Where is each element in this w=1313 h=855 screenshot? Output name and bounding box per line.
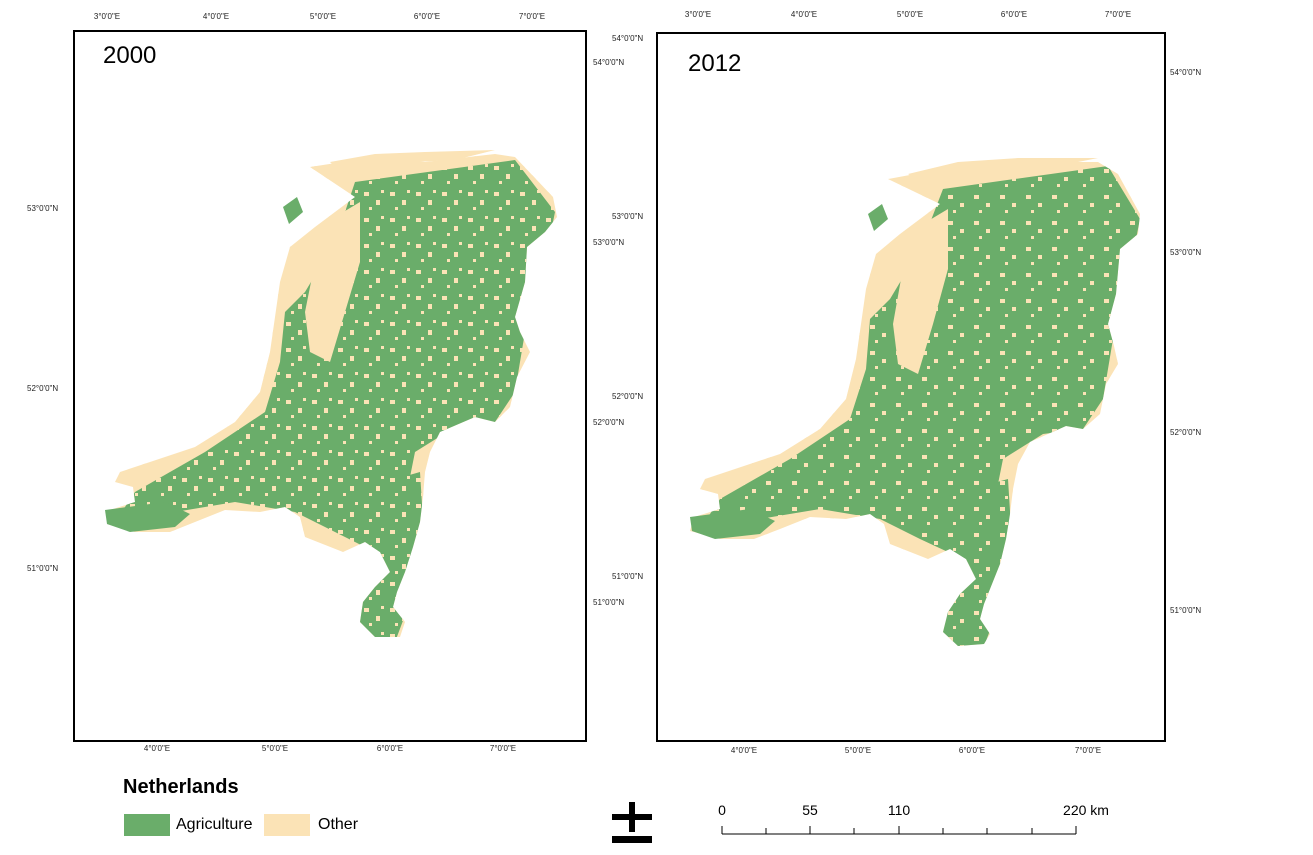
map-year-label: 2000 bbox=[103, 42, 157, 69]
bottom-tick-label: 5°0'0"E bbox=[844, 746, 872, 755]
top-tick-label: 4°0'0"E bbox=[202, 12, 230, 21]
right-tick-label: 51°0'0"N bbox=[1170, 606, 1202, 615]
right-tick-label: 54°0'0"N bbox=[593, 58, 625, 67]
mixed-landuse-texture bbox=[107, 154, 557, 637]
top-tick-label: 7°0'0"E bbox=[518, 12, 546, 21]
bottom-tick-label: 6°0'0"E bbox=[376, 744, 404, 753]
left-tick-label: 52°0'0"N bbox=[612, 392, 644, 401]
legend-label-other: Other bbox=[318, 816, 359, 833]
scale-bar bbox=[721, 826, 1077, 835]
scale-label: 55 bbox=[802, 802, 818, 818]
top-tick-label: 6°0'0"E bbox=[413, 12, 441, 21]
left-tick-label: 53°0'0"N bbox=[27, 204, 59, 213]
netherlands-map-2012 bbox=[690, 158, 1140, 646]
north-arrow-icon bbox=[612, 802, 652, 843]
mixed-landuse-texture bbox=[690, 162, 1140, 646]
top-tick-label: 3°0'0"E bbox=[684, 10, 712, 19]
left-tick-label: 53°0'0"N bbox=[612, 212, 644, 221]
top-tick-label: 6°0'0"E bbox=[1000, 10, 1028, 19]
legend-swatch-agriculture bbox=[124, 814, 170, 836]
top-tick-label: 5°0'0"E bbox=[309, 12, 337, 21]
bottom-tick-label: 4°0'0"E bbox=[143, 744, 171, 753]
right-tick-label: 54°0'0"N bbox=[1170, 68, 1202, 77]
legend-label-agriculture: Agriculture bbox=[176, 816, 253, 833]
left-tick-label: 51°0'0"N bbox=[27, 564, 59, 573]
left-tick-label: 51°0'0"N bbox=[612, 572, 644, 581]
top-tick-label: 4°0'0"E bbox=[790, 10, 818, 19]
map-frame-2000: 2000 3°0'0"E 4°0'0"E 5°0'0"E 6°0'0 bbox=[27, 12, 624, 753]
zeeland-flanders bbox=[690, 509, 775, 539]
scale-label: 0 bbox=[718, 802, 726, 818]
scale-label: 220 km bbox=[1063, 802, 1109, 818]
wadden-islands bbox=[330, 150, 495, 172]
bottom-tick-label: 6°0'0"E bbox=[958, 746, 986, 755]
left-tick-label: 54°0'0"N bbox=[612, 34, 644, 43]
map-frame-2012: 2012 3°0'0"E 4°0'0"E 5°0'0"E 6°0'0"E 7°0… bbox=[612, 10, 1201, 755]
top-tick-label: 3°0'0"E bbox=[93, 12, 121, 21]
bottom-tick-label: 5°0'0"E bbox=[261, 744, 289, 753]
texel-island bbox=[283, 197, 303, 224]
right-tick-label: 53°0'0"N bbox=[593, 238, 625, 247]
texel-island bbox=[868, 204, 888, 231]
bottom-tick-label: 7°0'0"E bbox=[489, 744, 517, 753]
zeeland-flanders bbox=[105, 502, 190, 532]
scale-label: 110 bbox=[887, 802, 911, 818]
right-tick-label: 52°0'0"N bbox=[593, 418, 625, 427]
right-tick-label: 51°0'0"N bbox=[593, 598, 625, 607]
wadden-islands bbox=[908, 158, 1098, 182]
right-tick-label: 52°0'0"N bbox=[1170, 428, 1202, 437]
left-tick-label: 52°0'0"N bbox=[27, 384, 59, 393]
top-tick-label: 7°0'0"E bbox=[1104, 10, 1132, 19]
legend-swatch-other bbox=[264, 814, 310, 836]
right-tick-label: 53°0'0"N bbox=[1170, 248, 1202, 257]
ijsselmeer-area bbox=[305, 202, 360, 362]
top-tick-label: 5°0'0"E bbox=[896, 10, 924, 19]
map-year-label: 2012 bbox=[688, 50, 742, 77]
bottom-tick-label: 7°0'0"E bbox=[1074, 746, 1102, 755]
legend-title: Netherlands bbox=[123, 776, 239, 798]
ijsselmeer-area bbox=[893, 209, 948, 374]
bottom-tick-label: 4°0'0"E bbox=[730, 746, 758, 755]
netherlands-map-2000 bbox=[105, 150, 557, 637]
